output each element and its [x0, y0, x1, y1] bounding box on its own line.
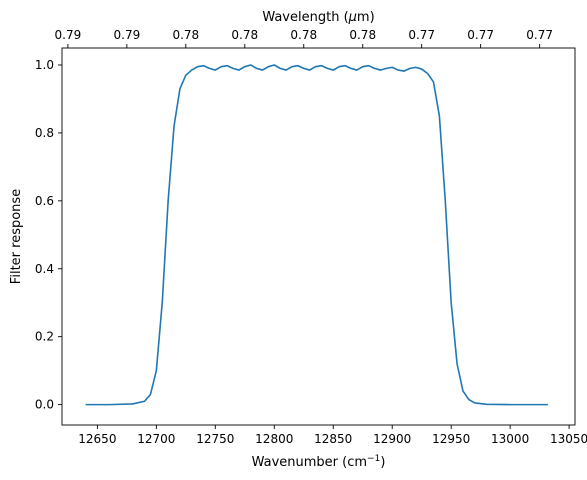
top-x-tick-label: 0.77: [467, 28, 494, 42]
x-tick-label: 12850: [314, 432, 352, 446]
top-x-tick-label: 0.78: [231, 28, 258, 42]
x-tick-label: 12700: [137, 432, 175, 446]
y-tick-label: 1.0: [35, 58, 54, 72]
top-x-axis-label-mu: μ: [348, 10, 357, 25]
top-x-tick-label: 0.78: [172, 28, 199, 42]
top-x-tick-label: 0.77: [408, 28, 435, 42]
x-tick-label: 13000: [491, 432, 529, 446]
series-line-0: [85, 64, 548, 406]
y-tick-label: 0.2: [35, 330, 54, 344]
top-x-axis-label-tail: m): [357, 10, 375, 25]
y-tick-label: 0.6: [35, 194, 54, 208]
x-tick-label: 12650: [78, 432, 116, 446]
top-x-tick-label: 0.78: [290, 28, 317, 42]
y-tick-label: 0.8: [35, 126, 54, 140]
x-axis-label-tail: ): [380, 455, 385, 470]
x-tick-label: 12950: [432, 432, 470, 446]
plot-frame: [61, 47, 576, 426]
x-tick-label: 12750: [196, 432, 234, 446]
axes-layer: 12650 12700 12750 12800 12850 12900 12950 13000…: [35, 28, 587, 446]
top-x-axis-label-main: Wavelength (: [262, 10, 348, 25]
x-axis-label-superscript: −1: [367, 454, 380, 464]
y-tick-label: 0.0: [35, 398, 54, 412]
y-tick-label: 0.4: [35, 262, 54, 276]
top-x-axis-label: Wavelength (μm): [262, 10, 374, 25]
plot-layer: [85, 64, 548, 406]
top-x-tick-label: 0.79: [55, 28, 82, 42]
x-axis-label-main: Wavenumber (cm: [252, 455, 367, 470]
x-tick-label: 13050: [550, 432, 587, 446]
top-x-tick-label: 0.78: [349, 28, 376, 42]
x-tick-label: 12900: [373, 432, 411, 446]
top-x-tick-label: 0.79: [114, 28, 141, 42]
x-axis-label: Wavenumber (cm−1): [252, 454, 386, 470]
y-axis-label: Filter response: [9, 189, 24, 284]
top-x-tick-label: 0.77: [526, 28, 553, 42]
x-tick-label: 12800: [255, 432, 293, 446]
